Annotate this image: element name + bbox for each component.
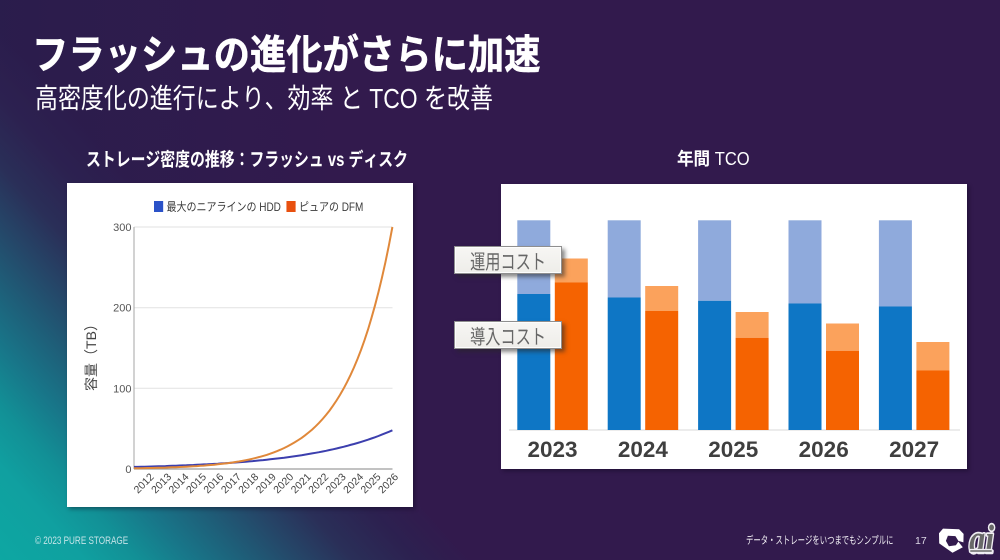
svg-text:ai: ai [969,522,994,560]
svg-text:300: 300 [113,222,131,234]
svg-text:100: 100 [113,383,131,395]
svg-text:0: 0 [125,464,131,476]
svg-text:容量（TB）: 容量（TB） [81,317,101,391]
svg-text:2026: 2026 [376,471,401,496]
svg-text:200: 200 [113,303,131,315]
